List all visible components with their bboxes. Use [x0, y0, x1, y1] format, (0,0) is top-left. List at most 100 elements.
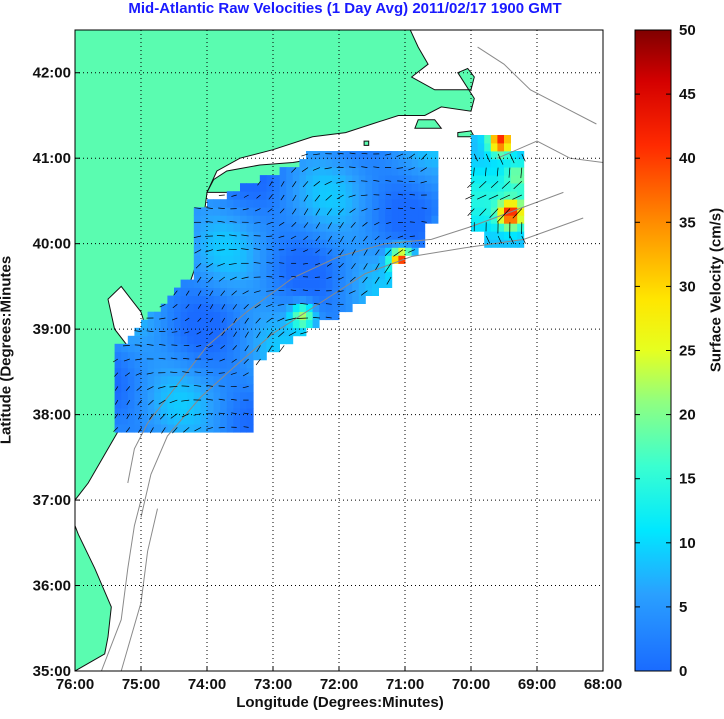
- velocity-cell: [260, 183, 267, 191]
- velocity-cell: [398, 199, 405, 207]
- velocity-cell: [379, 191, 386, 199]
- velocity-cell: [293, 288, 300, 296]
- velocity-cell: [511, 199, 518, 207]
- velocity-cell: [478, 223, 485, 231]
- velocity-cell: [385, 272, 392, 280]
- x-tick-label: 69:00: [518, 676, 556, 693]
- velocity-cell: [365, 175, 372, 183]
- x-tick-label: 71:00: [386, 676, 424, 693]
- velocity-cell: [260, 304, 267, 312]
- velocity-cell: [148, 392, 155, 400]
- velocity-cell: [200, 215, 207, 223]
- velocity-cell: [128, 376, 135, 384]
- velocity-cell: [253, 207, 260, 215]
- velocity-cell: [253, 264, 260, 272]
- velocity-cell: [299, 207, 306, 215]
- velocity-cell: [260, 199, 267, 207]
- colorbar-gradient: [635, 30, 671, 671]
- velocity-cell: [260, 207, 267, 215]
- velocity-cell: [504, 183, 511, 191]
- velocity-cell: [346, 223, 353, 231]
- velocity-cell: [511, 223, 518, 231]
- velocity-cell: [167, 320, 174, 328]
- velocity-cell: [392, 159, 399, 167]
- velocity-cell: [332, 183, 339, 191]
- velocity-cell: [161, 320, 168, 328]
- x-tick-label: 70:00: [452, 676, 490, 693]
- velocity-cell: [372, 167, 379, 175]
- velocity-cell: [240, 400, 247, 408]
- velocity-cell: [504, 199, 511, 207]
- velocity-cell: [352, 167, 359, 175]
- velocity-cell: [299, 288, 306, 296]
- velocity-cell: [313, 151, 320, 159]
- velocity-cell: [405, 231, 412, 239]
- velocity-cell: [260, 272, 267, 280]
- velocity-cell: [392, 207, 399, 215]
- y-tick-label: 41:00: [33, 150, 71, 167]
- velocity-cell: [392, 199, 399, 207]
- velocity-cell: [280, 272, 287, 280]
- velocity-cell: [220, 320, 227, 328]
- velocity-cell: [194, 320, 201, 328]
- velocity-cell: [332, 231, 339, 239]
- velocity-cell: [214, 344, 221, 352]
- velocity-cell: [372, 199, 379, 207]
- velocity-cell: [214, 288, 221, 296]
- velocity-cell: [273, 199, 280, 207]
- velocity-cell: [306, 159, 313, 167]
- velocity-cell: [214, 352, 221, 360]
- velocity-cell: [253, 223, 260, 231]
- velocity-cell: [273, 264, 280, 272]
- velocity-cell: [266, 247, 273, 255]
- velocity-cell: [273, 247, 280, 255]
- velocity-cell: [115, 424, 122, 432]
- velocity-cell: [141, 400, 148, 408]
- velocity-cell: [227, 247, 234, 255]
- velocity-cell: [504, 159, 511, 167]
- velocity-cell: [359, 183, 366, 191]
- velocity-cell: [471, 199, 478, 207]
- velocity-cell: [326, 312, 333, 320]
- velocity-cell: [385, 199, 392, 207]
- velocity-cell: [240, 296, 247, 304]
- velocity-cell: [299, 328, 306, 336]
- velocity-cell: [187, 416, 194, 424]
- velocity-cell: [313, 191, 320, 199]
- velocity-cell: [326, 247, 333, 255]
- velocity-cell: [240, 408, 247, 416]
- velocity-cell: [187, 392, 194, 400]
- velocity-cell: [161, 360, 168, 368]
- velocity-cell: [194, 392, 201, 400]
- velocity-cell: [187, 296, 194, 304]
- velocity-cell: [379, 256, 386, 264]
- velocity-arrow: [266, 277, 272, 278]
- velocity-cell: [412, 159, 419, 167]
- velocity-cell: [319, 288, 326, 296]
- velocity-cell: [365, 167, 372, 175]
- velocity-cell: [260, 264, 267, 272]
- velocity-cell: [233, 280, 240, 288]
- velocity-cell: [392, 183, 399, 191]
- velocity-cell: [286, 296, 293, 304]
- colorbar-tick-label: 50: [679, 22, 696, 39]
- velocity-cell: [418, 231, 425, 239]
- velocity-cell: [134, 368, 141, 376]
- velocity-cell: [471, 175, 478, 183]
- velocity-cell: [187, 320, 194, 328]
- velocity-cell: [326, 223, 333, 231]
- velocity-cell: [299, 223, 306, 231]
- velocity-cell: [200, 320, 207, 328]
- velocity-cell: [346, 183, 353, 191]
- velocity-cell: [392, 223, 399, 231]
- velocity-cell: [352, 183, 359, 191]
- velocity-cell: [478, 143, 485, 151]
- velocity-cell: [220, 408, 227, 416]
- velocity-cell: [121, 344, 128, 352]
- velocity-cell: [511, 175, 518, 183]
- velocity-cell: [365, 280, 372, 288]
- velocity-cell: [220, 312, 227, 320]
- velocity-cell: [154, 416, 161, 424]
- velocity-cell: [273, 296, 280, 304]
- velocity-cell: [471, 143, 478, 151]
